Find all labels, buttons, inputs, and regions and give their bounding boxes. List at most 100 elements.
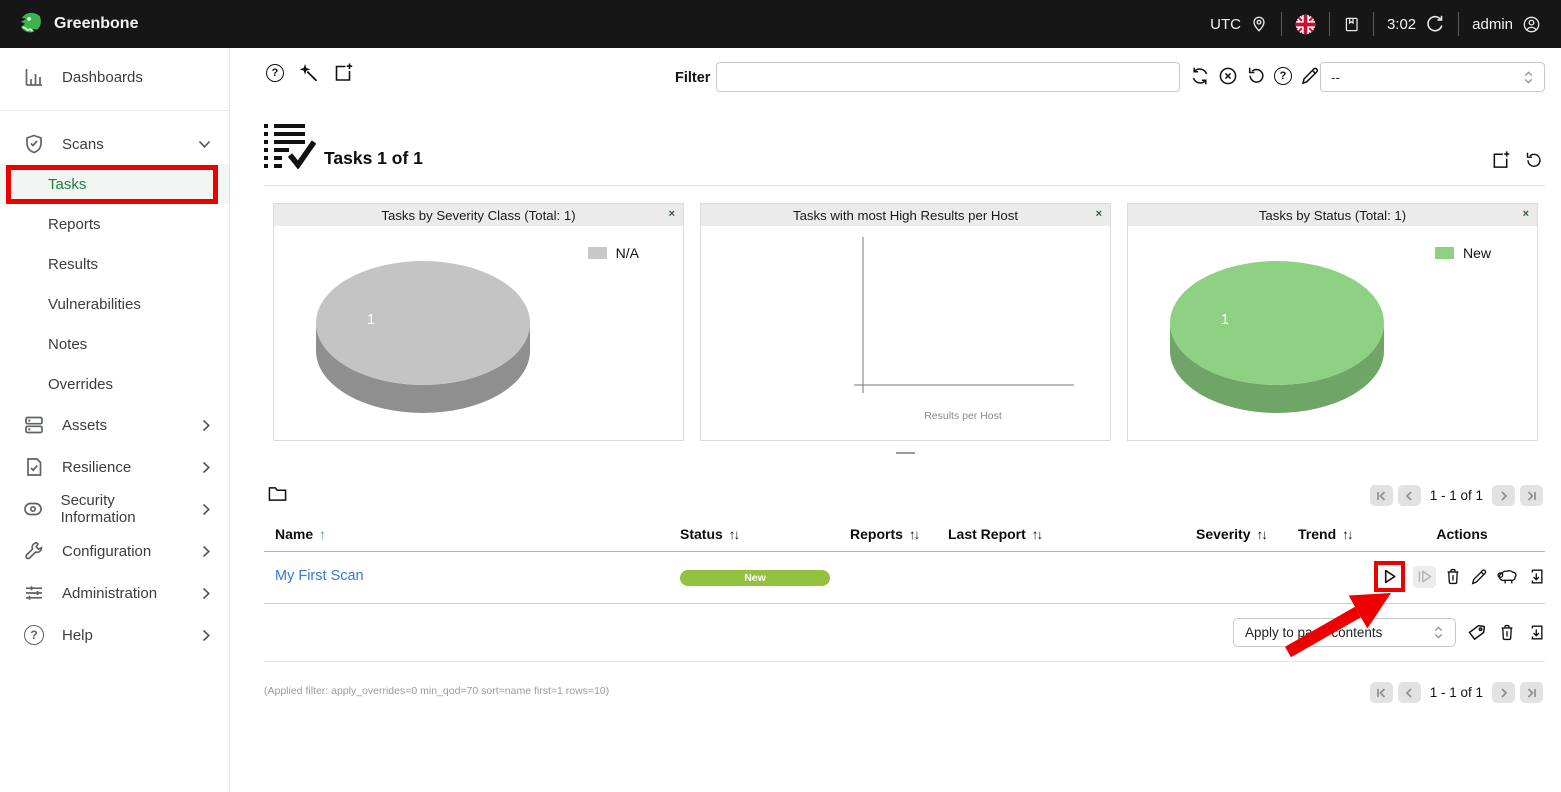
last-page-button[interactable]	[1520, 682, 1543, 703]
sidebar-item-assets[interactable]: Assets	[0, 404, 229, 446]
previous-page-button[interactable]	[1397, 485, 1421, 506]
task-name-link[interactable]: My First Scan	[275, 568, 364, 584]
column-header-last-report[interactable]: Last Report ↑↓	[948, 526, 1043, 542]
divider	[264, 661, 1545, 662]
server-stack-icon	[22, 414, 46, 436]
sidebar-label: Configuration	[62, 542, 152, 560]
timezone-selector[interactable]: UTC	[1210, 15, 1268, 33]
manual-button[interactable]	[1343, 16, 1360, 33]
close-icon[interactable]: ×	[668, 208, 675, 220]
column-header-trend[interactable]: Trend ↑↓	[1298, 526, 1354, 542]
sidebar-item-administration[interactable]: Administration	[0, 572, 229, 614]
sidebar-item-notes[interactable]: Notes	[0, 324, 229, 364]
apply-to-select[interactable]: Apply to page contents	[1233, 618, 1456, 647]
column-header-reports[interactable]: Reports ↑↓	[850, 526, 920, 542]
legend-label: N/A	[615, 245, 639, 261]
sort-icon: ↑↓	[728, 526, 740, 542]
session-timer[interactable]: 3:02	[1387, 14, 1445, 34]
pie-chart-status[interactable]: 1	[1169, 260, 1385, 415]
delete-selection-icon[interactable]	[1498, 623, 1516, 642]
topbar-right: UTC	[1210, 12, 1561, 36]
pie-chart-severity[interactable]: 1	[315, 260, 531, 415]
sidebar-label: Security Information	[60, 492, 136, 526]
chevron-right-icon	[202, 587, 211, 600]
sidebar-label: Notes	[48, 335, 88, 353]
dashboard-resize-handle[interactable]	[896, 452, 915, 454]
pagination-label: 1 - 1 of 1	[1429, 488, 1483, 503]
delete-filter-icon[interactable]	[1218, 66, 1238, 86]
previous-page-button[interactable]	[1397, 682, 1421, 703]
filter-help-icon[interactable]: ?	[1274, 67, 1292, 85]
close-icon[interactable]: ×	[1095, 208, 1102, 220]
sidebar-item-configuration[interactable]: Configuration	[0, 530, 229, 572]
column-header-status[interactable]: Status ↑↓	[680, 526, 740, 542]
wizard-icon[interactable]	[298, 62, 319, 83]
filter-toolbar-icons: ?	[1190, 66, 1320, 86]
divider	[264, 185, 1545, 186]
sidebar-item-security-information[interactable]: Security Information	[0, 488, 229, 530]
user-icon	[1522, 15, 1541, 34]
chevron-right-icon	[202, 545, 211, 558]
sidebar-item-overrides[interactable]: Overrides	[0, 364, 229, 404]
first-page-button[interactable]	[1369, 485, 1393, 506]
sidebar-item-vulnerabilities[interactable]: Vulnerabilities	[0, 284, 229, 324]
saved-filter-select[interactable]: --	[1320, 62, 1545, 92]
reset-dashboard-icon[interactable]	[1524, 151, 1543, 170]
language-switcher[interactable]	[1295, 14, 1316, 35]
session-refresh-icon	[1425, 14, 1445, 34]
chart-card-header[interactable]: Tasks by Status (Total: 1) ×	[1128, 204, 1537, 226]
edit-filter-icon[interactable]	[1300, 66, 1320, 86]
chart-card-header[interactable]: Tasks by Severity Class (Total: 1) ×	[274, 204, 683, 226]
chart-card-body: New 1	[1128, 226, 1537, 440]
export-selection-icon[interactable]	[1527, 623, 1545, 642]
new-task-icon[interactable]	[333, 62, 354, 83]
select-caret-icon	[1523, 70, 1534, 85]
brand[interactable]: Greenbone	[0, 10, 138, 38]
chart-card-severity: Tasks by Severity Class (Total: 1) × N/A…	[273, 203, 684, 441]
last-page-button[interactable]	[1520, 485, 1543, 506]
user-menu[interactable]: admin	[1472, 15, 1541, 34]
empty-axes-chart	[854, 237, 1074, 393]
refresh-filter-icon[interactable]	[1190, 66, 1210, 86]
eye-badge-icon	[22, 498, 45, 520]
sort-icon: ↑↓	[1342, 526, 1353, 542]
sidebar-item-resilience[interactable]: Resilience	[0, 446, 229, 488]
pagination-bottom: 1 - 1 of 1	[1369, 682, 1543, 703]
folder-icon[interactable]	[268, 486, 287, 502]
tag-selection-icon[interactable]	[1467, 623, 1487, 643]
add-dashboard-icon[interactable]	[1491, 150, 1511, 170]
start-task-icon[interactable]	[1380, 567, 1399, 586]
edit-task-icon[interactable]	[1470, 568, 1488, 586]
first-page-button[interactable]	[1369, 682, 1393, 703]
delete-task-icon[interactable]	[1444, 567, 1462, 586]
sidebar-item-reports[interactable]: Reports	[0, 204, 229, 244]
sidebar-item-scans[interactable]: Scans	[0, 124, 229, 164]
next-page-button[interactable]	[1492, 485, 1515, 506]
sidebar-item-help[interactable]: ? Help	[0, 614, 229, 656]
sort-icon: ↑↓	[908, 526, 920, 542]
chevron-right-icon	[202, 419, 211, 432]
column-header-name[interactable]: Name ↑	[275, 526, 326, 542]
close-icon[interactable]: ×	[1522, 208, 1529, 220]
export-task-icon[interactable]	[1527, 567, 1545, 586]
topbar: Greenbone UTC	[0, 0, 1561, 48]
sidebar-label: Reports	[48, 215, 101, 233]
main-content: ? Filter	[230, 48, 1561, 792]
chart-card-header[interactable]: Tasks with most High Results per Host ×	[701, 204, 1110, 226]
sidebar-label: Overrides	[48, 375, 114, 393]
pagination-top: 1 - 1 of 1	[1369, 485, 1543, 506]
column-header-severity[interactable]: Severity ↑↓	[1196, 526, 1268, 542]
legend-swatch	[587, 247, 607, 259]
sidebar-item-tasks[interactable]: Tasks	[0, 164, 229, 204]
next-page-button[interactable]	[1492, 682, 1515, 703]
sidebar-item-dashboards[interactable]: Dashboards	[0, 57, 229, 97]
help-icon[interactable]: ?	[266, 63, 284, 82]
sort-icon: ↑↓	[1256, 526, 1267, 542]
filter-input[interactable]	[716, 62, 1180, 92]
pagination-label: 1 - 1 of 1	[1429, 685, 1483, 700]
reset-filter-icon[interactable]	[1246, 66, 1266, 86]
status-badge: New	[680, 570, 830, 586]
sidebar-item-results[interactable]: Results	[0, 244, 229, 284]
clone-task-sheep-icon[interactable]	[1496, 567, 1519, 586]
column-label: Trend	[1298, 526, 1337, 542]
